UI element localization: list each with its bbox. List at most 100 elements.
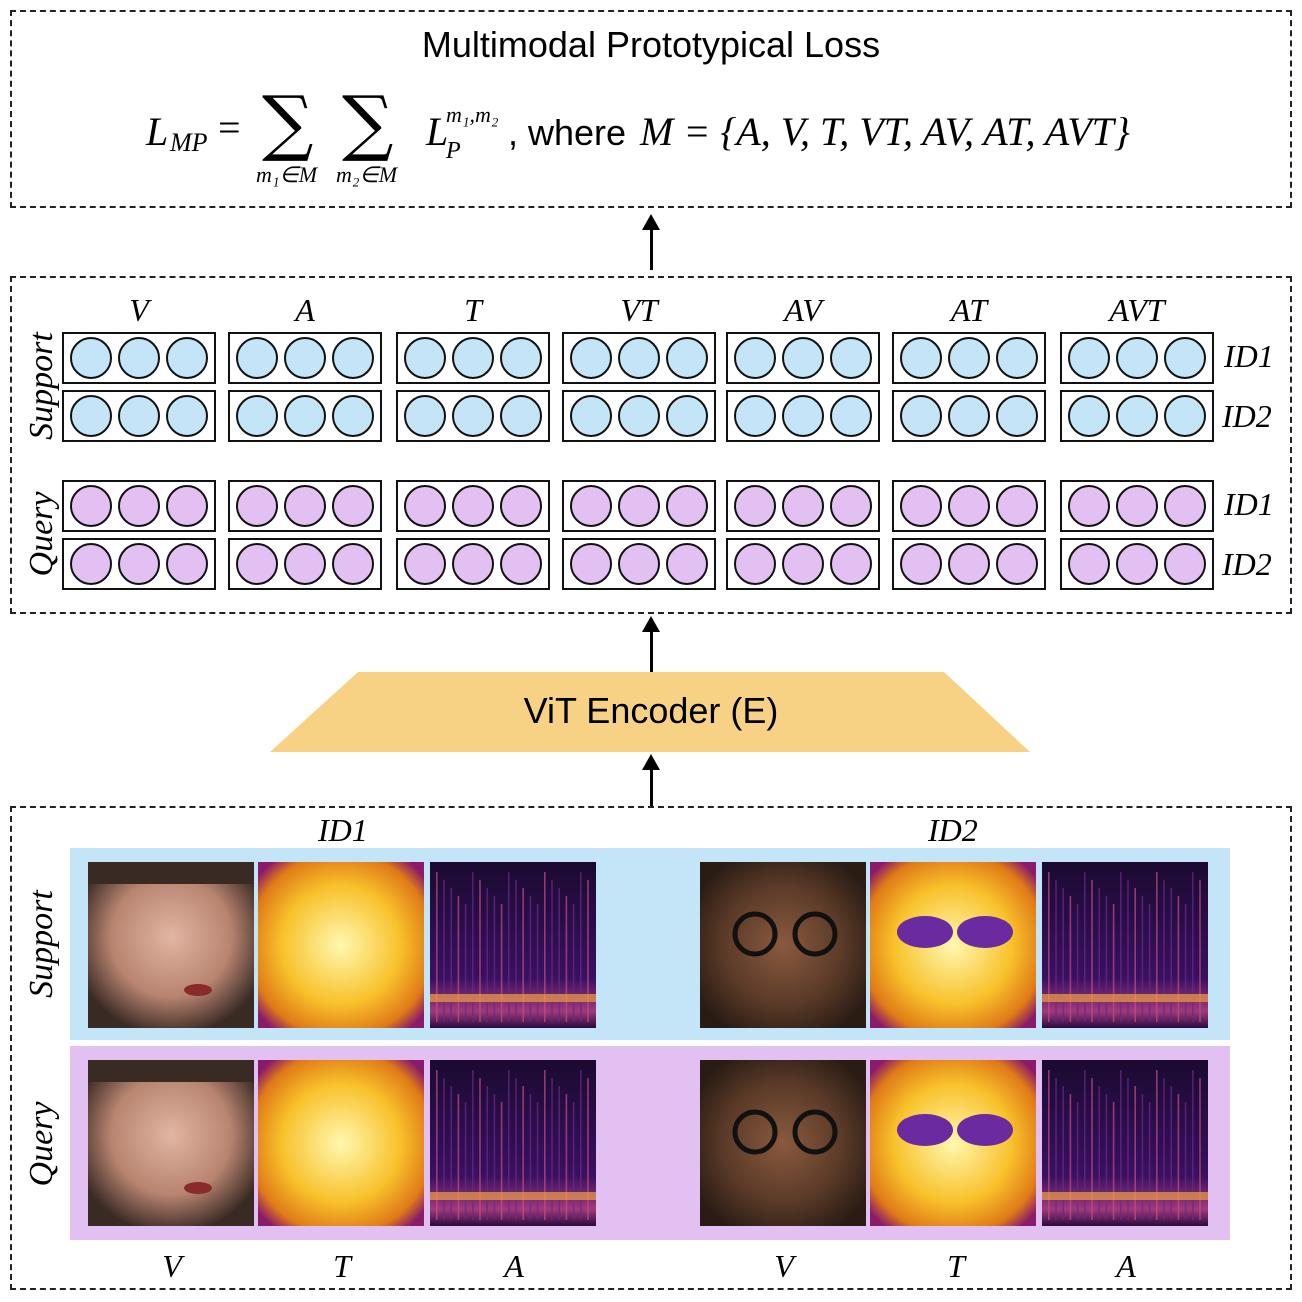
embedding-token [1068,485,1110,527]
embedding-token [332,485,374,527]
embedding-token [734,485,776,527]
embedding-token [666,337,708,379]
embedding-token [996,337,1038,379]
row-id-label: ID2 [1222,398,1272,434]
row-id-label: ID1 [1224,486,1274,522]
embedding-token [948,485,990,527]
visual-face-image [88,862,254,1028]
row-id-label: ID1 [1224,338,1274,374]
embedding-token [570,337,612,379]
support-embedding-label: Support [23,332,60,440]
embedding-token [948,543,990,585]
embedding-token [404,543,446,585]
embedding-token [70,543,112,585]
embedding-token [900,395,942,437]
embedding-token [452,395,494,437]
embedding-token [666,395,708,437]
embedding-token [900,337,942,379]
embedding-token [618,485,660,527]
embedding-token [1164,485,1206,527]
embedding-token [570,485,612,527]
thermal-face-image [258,1060,424,1226]
embedding-token [236,337,278,379]
embedding-token [618,395,660,437]
modality-label: AV [784,292,822,328]
support-embedding-block [892,390,1046,442]
embedding-token [666,485,708,527]
loss-term: L [426,109,449,154]
loss-equals: = [218,105,241,150]
audio-spectrogram-image [1042,1060,1208,1226]
query-embedding-block [62,538,216,590]
embedding-token [166,485,208,527]
embedding-token [70,395,112,437]
support-embedding-block [62,332,216,384]
embedding-token [618,543,660,585]
embedding-token [782,543,824,585]
embedding-token [166,395,208,437]
input-id1-label: ID1 [318,812,368,848]
support-embedding-block [1060,332,1214,384]
visual-face-image [700,1060,866,1226]
embedding-token [70,485,112,527]
embedding-token [570,395,612,437]
embedding-token [166,337,208,379]
embedding-token [734,337,776,379]
query-embedding-block [892,538,1046,590]
arrow-up-icon [642,616,660,672]
support-embedding-block [892,332,1046,384]
embedding-token [1116,395,1158,437]
embedding-token [70,337,112,379]
modality-label: T [464,292,482,328]
column-label: V [162,1248,182,1284]
embedding-token [1068,543,1110,585]
sum-icon: ∑ [342,80,394,164]
sum1-subscript: m₁∈M [256,162,318,187]
embedding-token [284,395,326,437]
query-embedding-block [892,480,1046,532]
audio-spectrogram-image [1042,862,1208,1028]
audio-spectrogram-image [430,862,596,1028]
vit-encoder-label: ViT Encoder (E) [523,690,779,731]
query-embedding-block [562,480,716,532]
embedding-token [900,485,942,527]
embedding-token [996,395,1038,437]
embedding-token [1116,337,1158,379]
support-embedding-block [396,390,550,442]
embedding-token [948,395,990,437]
embedding-token [996,543,1038,585]
loss-title: Multimodal Prototypical Loss [421,24,881,65]
support-embedding-block [562,332,716,384]
query-embedding-block [228,538,382,590]
modality-label: VT [620,292,658,328]
support-embedding-block [726,390,880,442]
embedding-token [782,485,824,527]
embedding-token [452,337,494,379]
input-id2-label: ID2 [928,812,978,848]
sum-icon: ∑ [262,80,314,164]
embedding-token [404,337,446,379]
embedding-token [500,337,542,379]
column-label: A [504,1248,524,1284]
embedding-token [1164,543,1206,585]
query-embedding-block [1060,480,1214,532]
query-embedding-block [396,480,550,532]
embedding-token [1116,485,1158,527]
embedding-token [452,485,494,527]
input-box [10,806,1292,1290]
embedding-token [452,543,494,585]
visual-face-image [700,862,866,1028]
thermal-face-image [870,862,1036,1028]
loss-box [10,10,1292,208]
embedding-token [118,395,160,437]
embedding-token [118,485,160,527]
query-embedding-block [1060,538,1214,590]
loss-equation: L MP = ∑ m₁∈M ∑ m₂∈M L m₁,m₂ P , where M… [0,80,1302,198]
thermal-face-image [870,1060,1036,1226]
embedding-token [332,543,374,585]
arrow-up-icon [642,754,660,808]
support-embedding-block [396,332,550,384]
embedding-token [236,395,278,437]
embedding-token [830,395,872,437]
embedding-token [948,337,990,379]
